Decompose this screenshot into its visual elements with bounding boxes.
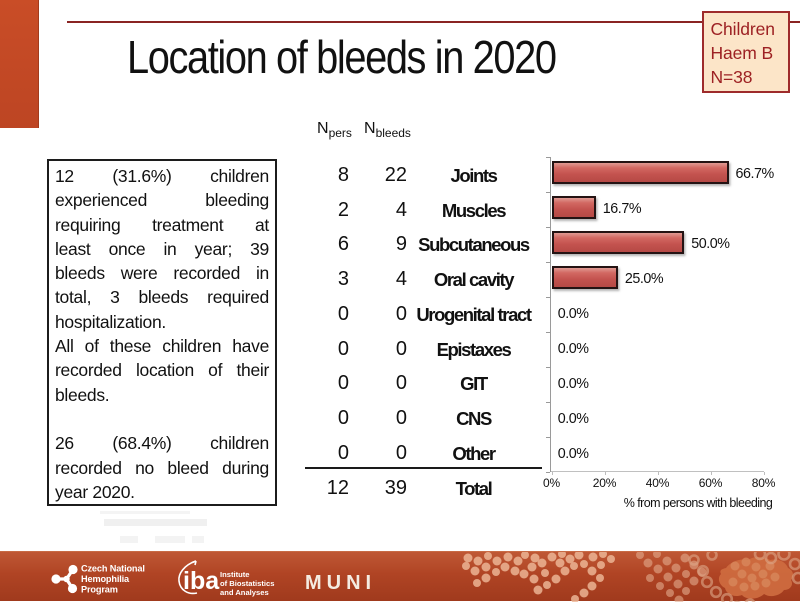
svg-text:of Biostatistics: of Biostatistics (220, 579, 274, 588)
svg-text:MUNI: MUNI (305, 572, 376, 594)
svg-text:Program: Program (81, 584, 118, 594)
svg-text:iba: iba (183, 567, 220, 595)
svg-text:Hemophilia: Hemophilia (81, 574, 130, 584)
svg-text:Institute: Institute (220, 570, 250, 579)
svg-text:and Analyses: and Analyses (220, 588, 269, 597)
svg-text:Czech National: Czech National (81, 563, 145, 573)
